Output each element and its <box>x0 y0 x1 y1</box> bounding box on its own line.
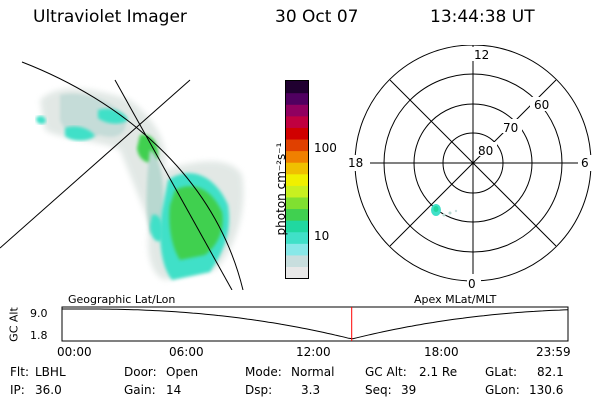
flt-label: Flt: <box>10 365 29 379</box>
mode-label: Mode: <box>245 365 282 379</box>
timeline-tick-1200: 12:00 <box>296 345 331 359</box>
colorbar-tick-100: 100 <box>314 141 337 155</box>
geographic-map <box>0 61 244 290</box>
mlt-label-top: 12 <box>474 48 489 62</box>
gcalt-label: GC Alt: <box>365 365 407 379</box>
lat-label-70: 70 <box>503 121 518 135</box>
glon-label: GLon: <box>485 383 520 397</box>
flt-value: LBHL <box>35 365 66 379</box>
mlt-label-left: 18 <box>348 156 363 170</box>
geographic-caption: Geographic Lat/Lon <box>68 293 176 306</box>
door-value: Open <box>166 365 199 379</box>
grid-line-diagonal <box>0 79 191 249</box>
timeline-tick-0600: 06:00 <box>169 345 204 359</box>
colorbar-unit-label: photon cm⁻²s⁻¹ <box>274 142 288 236</box>
colorbar-band <box>286 220 308 233</box>
aurora-spot <box>431 204 458 217</box>
dsp-value: 3.3 <box>301 383 321 397</box>
colorbar-band <box>286 185 308 198</box>
colorbar-band <box>286 266 308 279</box>
date-label: 30 Oct 07 <box>275 7 359 27</box>
colorbar-band <box>286 173 308 186</box>
timeline-ylabel: GC Alt <box>7 307 21 342</box>
colorbar-band <box>286 92 308 105</box>
glon-value: 130.6 <box>529 383 564 397</box>
colorbar-band <box>286 81 308 94</box>
colorbar-band <box>286 254 308 268</box>
door-label: Door: <box>124 365 157 379</box>
altitude-curve <box>62 308 569 340</box>
colorbar-band <box>286 243 308 256</box>
dsp-label: Dsp: <box>245 383 273 397</box>
timeline-ymax: 9.0 <box>30 307 48 320</box>
colorbar-tick-10: 10 <box>314 229 330 243</box>
colorbar-band <box>286 115 308 128</box>
colorbar-band <box>286 196 308 210</box>
lat-label-80: 80 <box>478 144 493 158</box>
altitude-timeline-plot <box>61 306 569 342</box>
timeline-ymin: 1.8 <box>30 329 48 342</box>
mlt-label-bottom: 0 <box>468 277 476 291</box>
timeline-frame <box>61 306 569 342</box>
colorbar-band <box>286 138 308 152</box>
gain-label: Gain: <box>124 383 156 397</box>
mode-value: Normal <box>291 365 335 379</box>
gain-value: 14 <box>166 383 182 397</box>
colorbar-band <box>286 104 308 117</box>
ip-value: 36.0 <box>35 383 62 397</box>
apex-polar-plot: 12 18 6 0 60 70 80 <box>348 45 592 291</box>
mlt-label-right: 6 <box>581 156 589 170</box>
lat-label-60: 60 <box>534 98 549 112</box>
glat-label: GLat: <box>485 365 518 379</box>
aurora-emission <box>36 88 244 280</box>
glat-value: 82.1 <box>537 365 564 379</box>
ip-label: IP: <box>10 383 25 397</box>
grid-line-meridian <box>114 79 233 290</box>
color-scale-bar <box>285 80 309 279</box>
colorbar-band <box>286 127 308 140</box>
seq-value: 39 <box>401 383 417 397</box>
horizon-limb <box>21 61 244 290</box>
polar-diagonal-2 <box>389 79 557 247</box>
timeline-tick-0000: 00:00 <box>57 345 92 359</box>
seq-label: Seq: <box>365 383 392 397</box>
app-title: Ultraviolet Imager <box>33 7 187 27</box>
colorbar-band <box>286 162 308 175</box>
time-label: 13:44:38 UT <box>430 7 535 27</box>
colorbar-band <box>286 150 308 163</box>
color-scale-gradient <box>286 81 308 279</box>
timeline-tick-1800: 18:00 <box>424 345 459 359</box>
apex-caption: Apex MLat/MLT <box>414 293 497 306</box>
timeline-tick-2359: 23:59 <box>536 345 571 359</box>
colorbar-band <box>286 208 308 221</box>
colorbar-band <box>286 231 308 244</box>
gcalt-value: 2.1 Re <box>419 365 458 379</box>
